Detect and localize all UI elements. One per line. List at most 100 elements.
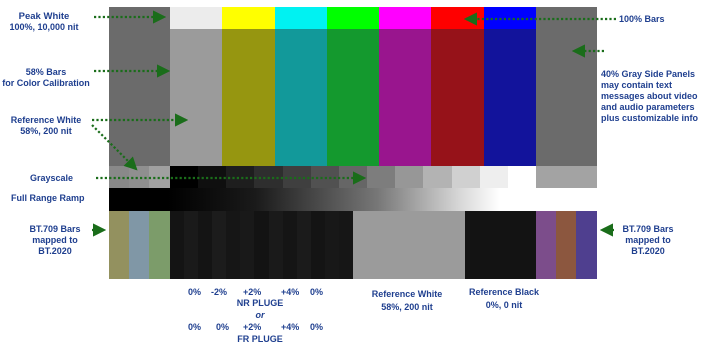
bar-58-magenta	[379, 29, 432, 166]
bt709-bar-right	[576, 211, 597, 279]
nr-pluge-value: +2%	[243, 287, 262, 297]
grayscale-step	[395, 166, 424, 188]
pluge-strip	[226, 211, 241, 279]
bar-58-yellow	[222, 29, 275, 166]
label-58-bars-line2: for Color Calibration	[2, 78, 90, 88]
label-bt709-right-line1: BT.709 Bars	[622, 224, 674, 234]
nr-pluge-value: 0%	[188, 287, 202, 297]
pluge-strip	[296, 211, 311, 279]
bt709-bar-left	[129, 211, 149, 279]
reference-white-patch	[353, 211, 465, 279]
grayscale-step	[282, 166, 311, 188]
label-bt709-right-line3: BT.2020	[631, 246, 665, 256]
nr-pluge-value: +4%	[281, 287, 300, 297]
bar-58-green	[326, 29, 380, 166]
test-pattern	[109, 7, 597, 279]
bars-58-row	[170, 29, 536, 166]
label-reference-white: Reference White 58%, 200 nit	[2, 115, 90, 137]
grayscale-step	[367, 166, 396, 188]
bar-100-cyan	[274, 7, 327, 29]
label-side-panels-line3: messages about video	[601, 91, 698, 101]
pluge-strip	[184, 211, 199, 279]
fr-pluge-value: 0%	[310, 322, 324, 332]
pluge-area	[170, 211, 354, 279]
bar-58-blue	[483, 29, 536, 166]
grayscale-step	[423, 166, 452, 188]
label-peak-white-title: Peak White	[18, 11, 70, 22]
nr-pluge-values-row: 0% -2% +2% +4% 0%	[0, 287, 704, 298]
bar-100-yellow	[222, 7, 275, 29]
full-range-ramp	[109, 188, 597, 211]
fr-pluge-value: +2%	[243, 322, 262, 332]
label-reference-white-bottom: Reference White 58%, 200 nit	[355, 289, 459, 313]
grayscale-right-patch	[536, 166, 597, 188]
label-side-panels-line2: may contain text	[601, 80, 673, 90]
bar-58-cyan	[274, 29, 327, 166]
fr-pluge-value: +4%	[281, 322, 300, 332]
pluge-strip	[254, 211, 269, 279]
bt709-bar-right	[536, 211, 556, 279]
right-gray-side-panel	[536, 7, 597, 166]
bottom-row	[109, 211, 597, 279]
pluge-strip	[338, 211, 354, 279]
label-100-bars: 100% Bars	[619, 14, 665, 24]
pluge-strip	[282, 211, 297, 279]
label-reference-black-bottom-sub: 0%, 0 nit	[485, 300, 523, 310]
label-reference-black-bottom: Reference Black 0%, 0 nit	[456, 287, 552, 311]
grayscale-left-patch	[129, 166, 149, 188]
label-full-range-ramp: Full Range Ramp	[11, 193, 85, 203]
bar-100-white	[170, 7, 223, 29]
label-58-bars: 58% Bars for Color Calibration	[0, 67, 92, 89]
label-reference-white-bottom-title: Reference White	[371, 289, 443, 299]
label-bt709-left: BT.709 Bars mapped to BT.2020	[24, 224, 86, 257]
nr-pluge-value: -2%	[211, 287, 228, 297]
fr-pluge-value: 0%	[216, 322, 230, 332]
bt709-bar-right	[556, 211, 576, 279]
label-bt709-left-line1: BT.709 Bars	[29, 224, 81, 234]
bar-58-red	[431, 29, 484, 166]
pluge-strip	[198, 211, 213, 279]
grayscale-step	[451, 166, 480, 188]
pluge-strip	[324, 211, 339, 279]
reference-black-patch	[465, 211, 536, 279]
bar-100-green	[326, 7, 380, 29]
arrow-reference-white-to-grayscale	[91, 124, 138, 171]
grayscale-step	[479, 166, 508, 188]
fr-pluge-value: 0%	[188, 322, 202, 332]
label-side-panels-line4: and audio parameters	[601, 102, 695, 112]
fr-pluge-values-row: 0% 0% +2% +4% 0%	[0, 322, 704, 333]
pluge-strip	[268, 211, 283, 279]
nr-pluge-value: 0%	[310, 287, 324, 297]
label-grayscale: Grayscale	[30, 173, 74, 183]
grayscale-step	[226, 166, 255, 188]
bars-100-row	[170, 7, 536, 29]
pluge-strip	[310, 211, 325, 279]
label-bt709-left-line3: BT.2020	[38, 246, 72, 256]
label-bt709-right: BT.709 Bars mapped to BT.2020	[614, 224, 682, 257]
bt709-bar-left	[109, 211, 129, 279]
pluge-or: or	[255, 310, 265, 320]
label-side-panels: 40% Gray Side Panels may contain text me…	[601, 69, 704, 124]
grayscale-step	[507, 166, 537, 188]
label-58-bars-line1: 58% Bars	[25, 67, 67, 77]
label-bt709-right-line2: mapped to	[625, 235, 671, 245]
grayscale-steps	[170, 166, 537, 188]
bar-100-magenta	[379, 7, 432, 29]
label-reference-white-title: Reference White	[10, 115, 82, 125]
label-side-panels-line1: 40% Gray Side Panels	[601, 69, 696, 79]
label-bt709-left-line2: mapped to	[32, 235, 78, 245]
left-gray-side-panel	[109, 7, 170, 166]
label-reference-white-bottom-sub: 58%, 200 nit	[381, 302, 433, 312]
bar-58-white	[170, 29, 223, 166]
pluge-strip	[212, 211, 227, 279]
pluge-strip	[240, 211, 255, 279]
bt709-bar-left	[149, 211, 170, 279]
label-side-panels-line5: plus customizable info	[601, 113, 699, 123]
label-reference-white-sub: 58%, 200 nit	[20, 126, 72, 136]
label-peak-white: Peak White 100%, 10,000 nit	[2, 11, 86, 33]
label-reference-black-bottom-title: Reference Black	[468, 287, 540, 297]
nr-pluge-title: NR PLUGE	[236, 298, 284, 308]
fr-pluge-title: FR PLUGE	[237, 334, 283, 344]
pluge-strip	[170, 211, 185, 279]
